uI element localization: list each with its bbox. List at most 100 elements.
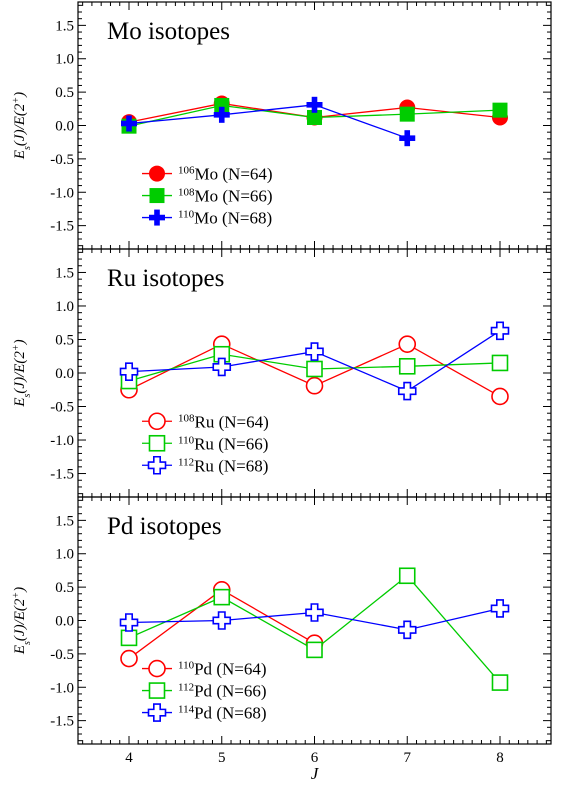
y-tick-label: 0.5 [55,85,74,101]
legend-element: Ru [195,412,215,431]
panel-mo: 1.5 1.0 0.5 0.0 -0.5 -1.0 -1.5 Mo isotopes Es(J)… [11,1,552,250]
data-point-marker [213,588,231,606]
data-point-marker [305,603,324,622]
data-point-marker [490,321,510,341]
legend-neutrons: (N=68) [212,704,266,723]
legend-element: Ru [194,456,214,475]
x-tick-label: 7 [403,750,411,766]
legend-entry: 106Mo (N=64) [142,165,273,184]
ylabel-mid: (J)/E(2 [12,103,28,146]
legend-entry: 110Mo (N=68) [142,209,272,228]
legend-mass: 112 [178,456,194,468]
data-point [148,412,166,431]
data-point-marker [399,106,415,122]
data-point-marker [306,360,323,378]
data-point [491,387,509,406]
ylabel-sup: + [11,344,22,351]
series-line [128,104,408,139]
legend-label: 106Mo (N=64) [178,165,273,184]
data-point [148,434,166,452]
data-point [306,360,323,378]
data-point-marker [212,357,232,377]
legend-neutrons: (N=64) [212,660,266,679]
x-tick-label: 6 [311,750,319,766]
legend-mass: 108 [178,187,195,199]
y-tick-label: -0.5 [50,152,74,168]
data-point [213,588,231,606]
data-point [307,109,322,125]
data-point-marker [305,376,324,395]
series-110mo [121,96,416,147]
data-point [212,611,232,630]
data-point-marker [148,682,166,699]
series-112pd [120,567,509,691]
data-point [149,209,165,226]
data-point [398,357,416,375]
data-point [148,659,166,678]
ylabel-sup: + [11,97,22,104]
legend-neutrons: (N=66) [212,682,266,701]
data-point-marker [149,188,165,204]
legend-element: Mo [195,187,219,206]
legend-element: Pd [194,704,212,723]
legend-neutrons: (N=68) [214,456,268,475]
data-point-marker [491,387,509,406]
data-point-marker [147,703,167,722]
ylabel-sub: s [22,146,33,150]
y-tick-label: 0.5 [55,580,74,596]
legend-element: Ru [194,434,214,453]
data-point [397,620,417,640]
ylabel-close: ) [12,92,28,98]
y-tick-label: -1.5 [50,467,74,483]
ylabel-close: ) [12,339,28,345]
y-tick-label: 1.0 [55,299,74,315]
legend-neutrons: (N=66) [218,187,272,206]
data-point [147,703,167,722]
data-point-marker [126,115,132,132]
legend-entry: 108Ru (N=64) [142,412,269,431]
legend-label: 110Ru (N=66) [178,434,268,453]
data-point-marker [214,97,230,113]
data-point-marker [397,620,417,640]
data-point-marker [119,613,139,632]
data-point [149,188,165,204]
y-tick-label: 1.0 [55,52,74,68]
series-108ru [120,335,509,406]
ylabel-sub: s [22,641,33,645]
data-point-marker [148,659,166,678]
y-tick-label: -1.0 [50,680,74,696]
legend-entry: 110Pd (N=64) [142,660,267,679]
data-point-marker [305,342,324,361]
legend-mass: 106 [178,165,195,177]
data-point [214,97,230,113]
y-tick-label: 1.5 [55,265,74,281]
ylabel-e: E [12,150,28,160]
y-tick-label: -1.0 [50,185,74,201]
ylabel-mid: (J)/E(2 [12,598,28,641]
ylabel-close: ) [12,587,28,593]
y-tick-label: -1.0 [50,433,74,449]
data-point-marker [398,567,416,585]
x-axis-label: J [311,764,320,783]
data-point [490,321,510,341]
legend-label: 108Mo (N=66) [178,187,273,206]
y-tick-label: 1.5 [55,513,74,529]
data-point [147,455,167,475]
data-point [213,106,230,123]
data-point-marker [404,130,411,147]
legend-mass: 110 [178,209,195,221]
panel-pd: 1.5 1.0 0.5 0.0 -0.5 -1.0 -1.5 4 5 6 7 8 J Pd isotope… [11,496,552,783]
y-tick-label: -0.5 [50,647,74,663]
data-point [120,629,138,647]
data-point [305,603,324,622]
data-point [398,335,417,353]
legend-label: 112Ru (N=68) [178,456,268,475]
data-point-marker [119,362,139,381]
legend-neutrons: (N=68) [218,209,272,228]
data-point [306,96,323,113]
legend-entry: 110Ru (N=66) [142,434,268,453]
legend-neutrons: (N=66) [214,434,268,453]
y-tick-label: -1.5 [50,219,74,235]
y-axis-label: Es(J)/E(2+) [11,587,33,655]
data-point [398,567,416,585]
